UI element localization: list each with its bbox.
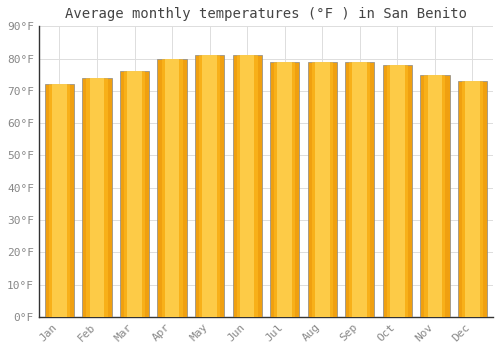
Bar xyxy=(270,62,300,317)
Bar xyxy=(120,71,149,317)
Bar xyxy=(52,84,67,317)
Bar xyxy=(124,71,145,317)
Bar xyxy=(352,62,367,317)
Bar xyxy=(390,65,404,317)
Bar xyxy=(195,55,224,317)
Bar xyxy=(202,55,217,317)
Bar xyxy=(86,78,108,317)
Bar xyxy=(312,62,333,317)
Bar xyxy=(424,75,446,317)
Bar xyxy=(465,81,479,317)
Bar xyxy=(462,81,483,317)
Title: Average monthly temperatures (°F ) in San Benito: Average monthly temperatures (°F ) in Sa… xyxy=(65,7,467,21)
Bar xyxy=(345,62,374,317)
Bar xyxy=(158,58,186,317)
Bar xyxy=(428,75,442,317)
Bar xyxy=(387,65,408,317)
Bar xyxy=(232,55,262,317)
Bar xyxy=(49,84,70,317)
Bar xyxy=(382,65,412,317)
Bar xyxy=(308,62,337,317)
Bar xyxy=(45,84,74,317)
Bar xyxy=(165,58,180,317)
Bar xyxy=(127,71,142,317)
Bar xyxy=(349,62,370,317)
Bar xyxy=(420,75,450,317)
Bar xyxy=(274,62,295,317)
Bar xyxy=(162,58,182,317)
Bar xyxy=(315,62,330,317)
Bar xyxy=(240,55,254,317)
Bar xyxy=(278,62,292,317)
Bar xyxy=(458,81,487,317)
Bar xyxy=(236,55,258,317)
Bar xyxy=(82,78,112,317)
Bar xyxy=(90,78,104,317)
Bar xyxy=(199,55,220,317)
